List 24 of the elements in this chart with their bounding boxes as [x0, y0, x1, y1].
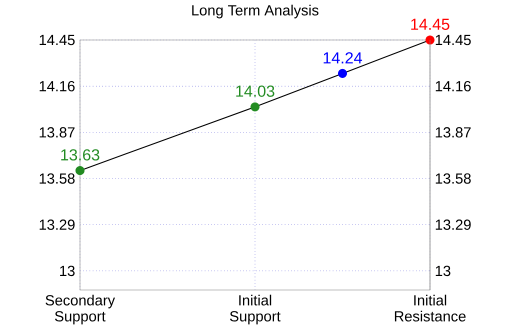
data-label: 14.45 — [411, 18, 450, 30]
y-tick-label: 13.58 — [40, 173, 75, 184]
y-tick-label: 14.16 — [40, 81, 75, 92]
point — [250, 102, 260, 112]
data-label: 13.63 — [61, 149, 100, 161]
y-tick-label: 13.87 — [40, 127, 75, 138]
point — [338, 68, 348, 78]
point — [425, 35, 435, 45]
y2-tick-label: 14.16 — [436, 81, 471, 92]
y-tick-label: 13.29 — [40, 220, 75, 230]
chart-title: Long Term Analysis — [192, 4, 318, 18]
y2-tick-label: 13.29 — [436, 220, 471, 230]
x-tick-label: Secondary Support — [46, 294, 116, 324]
y-tick-label: 14.45 — [40, 34, 75, 46]
y2-tick-label: 13 — [436, 266, 450, 276]
point — [75, 166, 85, 176]
data-label: 14.24 — [324, 52, 362, 64]
x-tick-label: Initial Resistance — [394, 294, 466, 322]
y2-tick-label: 14.45 — [436, 34, 471, 46]
y2-tick-label: 13.58 — [436, 173, 471, 184]
y-tick-label: 13 — [60, 266, 75, 276]
y2-tick-label: 13.87 — [436, 127, 471, 138]
x-tick-label: Initial Support — [230, 294, 281, 324]
data-label: 14.03 — [236, 86, 274, 97]
